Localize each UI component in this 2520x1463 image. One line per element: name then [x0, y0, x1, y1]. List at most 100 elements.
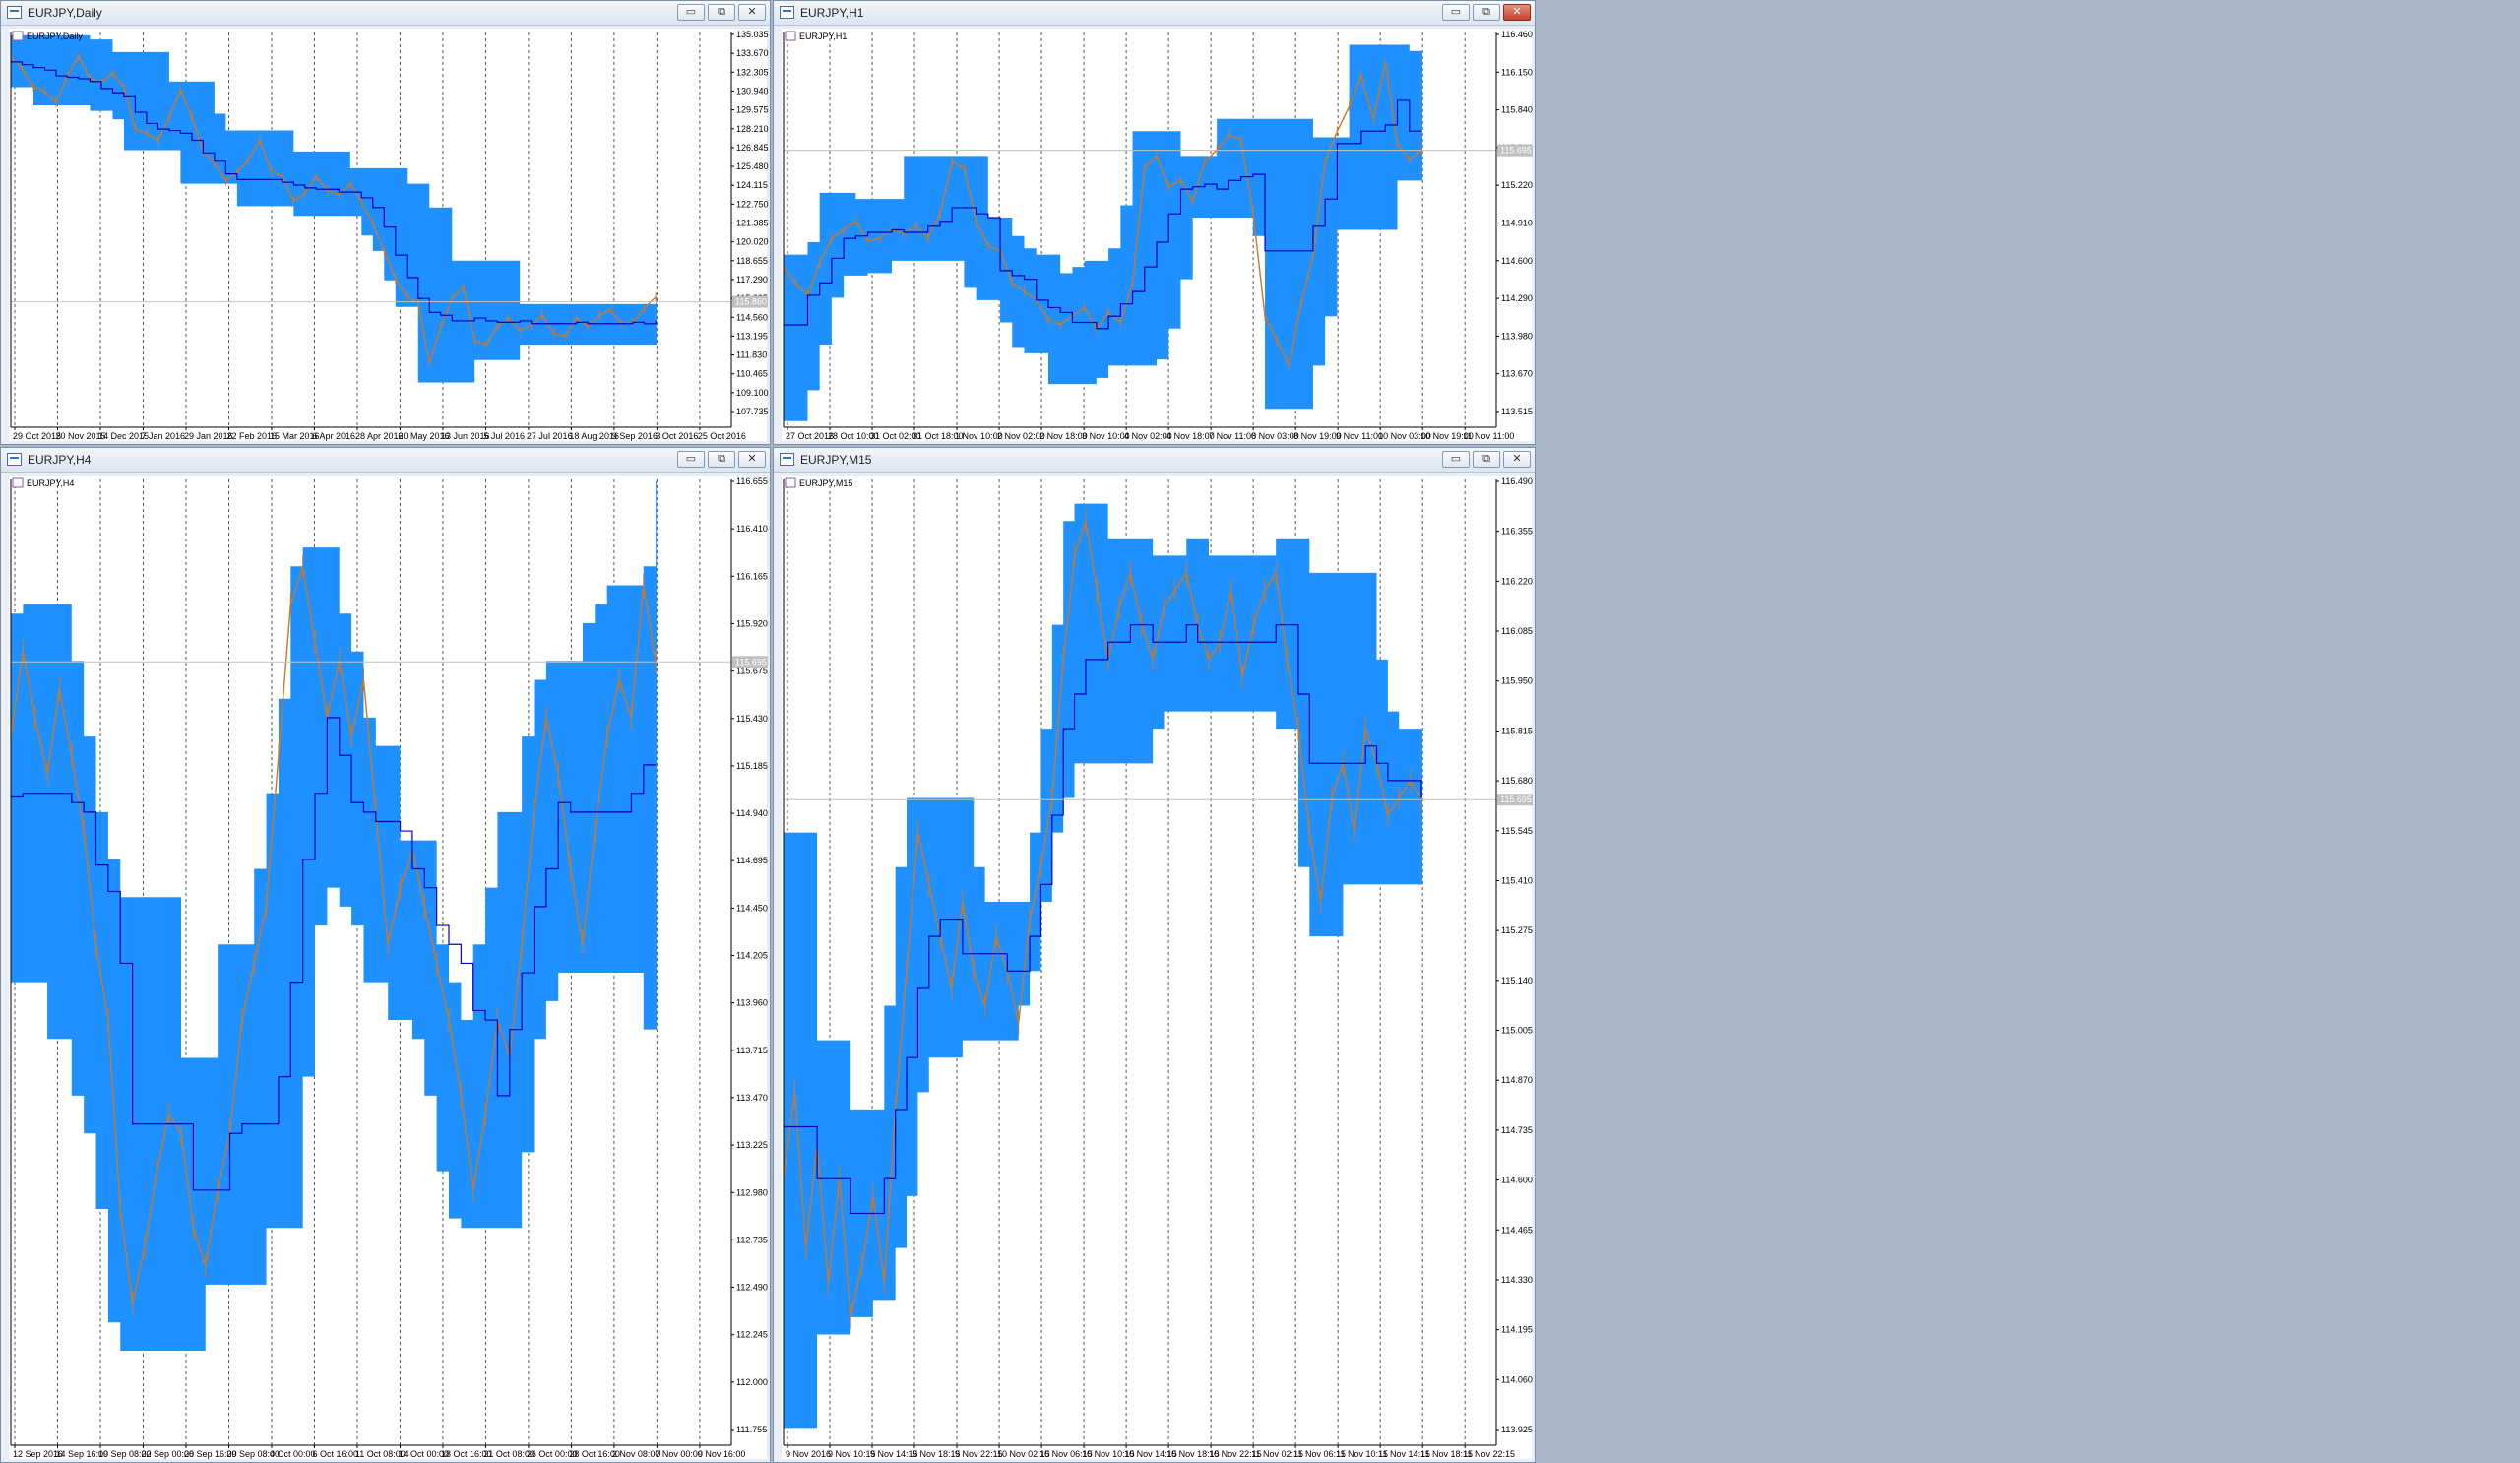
x-tick-label: 18 Oct 16:00	[441, 1449, 492, 1459]
x-tick-label: 10 Nov 06:15	[1040, 1449, 1093, 1459]
x-tick-label: 31 Oct 18:00	[913, 431, 964, 441]
x-tick-label: 21 Oct 08:00	[483, 1449, 535, 1459]
y-tick-label: 115.815	[1501, 726, 1533, 735]
close-button[interactable]: ✕	[1503, 451, 1531, 468]
minimize-button[interactable]: ▭	[677, 4, 705, 21]
window-titlebar[interactable]: EURJPY,M15 ▭ ⧉ ✕	[774, 448, 1535, 473]
chart-window-daily[interactable]: EURJPY,Daily ▭ ⧉ ✕ 135.035 133.670 132.305…	[0, 0, 771, 445]
x-tick-label: 14 Oct 00:00	[398, 1449, 449, 1459]
chart-symbol-label: EURJPY,H4	[27, 478, 74, 488]
chart-svg-h1[interactable]: 116.460116.150115.840115.530115.220114.9…	[782, 29, 1534, 443]
minimize-button[interactable]: ▭	[1442, 4, 1470, 21]
x-tick-label: 9 Nov 2016	[786, 1449, 831, 1459]
restore-button[interactable]: ⧉	[1473, 451, 1500, 468]
window-titlebar[interactable]: EURJPY,Daily ▭ ⧉ ✕	[1, 1, 770, 26]
chart-window-h1[interactable]: EURJPY,H1 ▭ ⧉ ✕ 116.460 116.150 115.840 115…	[773, 0, 1536, 445]
minimize-button[interactable]: ▭	[677, 451, 705, 468]
chart-plot-area[interactable]: 116.490 116.355 116.220 116.085 115.950 115.8…	[782, 476, 1534, 1461]
y-tick-label: 114.205	[736, 951, 768, 961]
chart-window-h4[interactable]: EURJPY,H4 ▭ ⧉ ✕ 116.655 116.410 116.165 115…	[0, 447, 771, 1463]
x-tick-label: 28 Oct 16:00	[569, 1449, 620, 1459]
chart-plot-area[interactable]: 135.035 133.670 132.305 130.940 129.575 128.2…	[9, 29, 769, 443]
y-tick-label: 111.755	[736, 1425, 767, 1434]
price-line	[783, 63, 1422, 368]
x-tick-label: 7 Jan 2016	[141, 431, 185, 441]
x-tick-label: 26 Oct 00:00	[527, 1449, 578, 1459]
x-tick-label: 28 Apr 2016	[355, 431, 404, 441]
y-tick-label: 107.735	[736, 407, 769, 416]
y-tick-label: 110.465	[736, 369, 768, 379]
y-tick-label: 117.290	[736, 275, 768, 285]
chart-plot-area[interactable]: 116.460116.150115.840115.530115.220114.9…	[782, 29, 1534, 443]
y-tick-label: 115.185	[736, 761, 768, 771]
close-button[interactable]: ✕	[738, 4, 766, 21]
channel-band	[784, 503, 1422, 1429]
window-title: EURJPY,Daily	[28, 6, 102, 20]
y-tick-label: 113.515	[1501, 407, 1533, 416]
x-tick-label: 29 Sep 08:00	[226, 1449, 280, 1459]
price-line	[783, 520, 1422, 1318]
y-tick-label: 112.490	[736, 1283, 768, 1293]
x-tick-label: 9 Nov 14:15	[870, 1449, 918, 1459]
chart-symbol-label: EURJPY,M15	[799, 478, 852, 488]
x-tick-label: 1 Nov 10:00	[955, 431, 1003, 441]
close-button[interactable]: ✕	[738, 451, 766, 468]
x-tick-label: 11 Nov 10:15	[1336, 1449, 1388, 1459]
y-tick-label: 114.600	[1501, 1176, 1533, 1185]
price-tag-label: 115.695	[1500, 146, 1532, 156]
x-tick-label: 10 Nov 19:00	[1420, 431, 1474, 441]
y-tick-label: 124.115	[736, 180, 768, 190]
chart-plot-area[interactable]: 116.655 116.410 116.165 115.920 115.675 115.4…	[9, 476, 769, 1461]
y-tick-label: 120.020	[736, 237, 769, 247]
x-tick-label: 25 Oct 2016	[698, 431, 746, 441]
y-tick-label: 113.715	[736, 1046, 768, 1055]
chart-window-icon	[780, 6, 794, 19]
x-tick-label: 9 Nov 22:15	[955, 1449, 1003, 1459]
y-tick-label: 116.410	[736, 524, 768, 534]
price-line	[10, 54, 657, 363]
y-tick-label: 113.670	[1501, 369, 1533, 379]
x-tick-label: 9 Nov 16:00	[698, 1449, 746, 1459]
restore-button[interactable]: ⧉	[1473, 4, 1500, 21]
x-tick-label: 2 Nov 02:00	[997, 431, 1045, 441]
chart-symbol-label: EURJPY,Daily	[27, 32, 83, 41]
chart-symbol-icon	[785, 477, 796, 488]
y-tick-label: 115.840	[1501, 105, 1533, 115]
restore-button[interactable]: ⧉	[708, 451, 735, 468]
x-tick-label: 7 Nov 11:00	[1209, 431, 1256, 441]
y-tick-label: 114.560	[736, 312, 768, 322]
y-tick-label: 116.165	[736, 571, 768, 581]
y-tick-label: 114.465	[1501, 1225, 1533, 1235]
x-tick-label: 6 Oct 16:00	[312, 1449, 358, 1459]
y-tick-label: 113.925	[1501, 1425, 1533, 1434]
minimize-button[interactable]: ▭	[1442, 451, 1470, 468]
x-tick-label: 13 Jun 2016	[441, 431, 490, 441]
x-tick-label: 29 Jan 2016	[184, 431, 233, 441]
chart-svg-daily[interactable]: 135.035 133.670 132.305 130.940 129.575 128.2…	[9, 29, 769, 443]
x-tick-label: 2 Nov 08:00	[612, 1449, 661, 1459]
chart-window-m15[interactable]: EURJPY,M15 ▭ ⧉ ✕ 116.490 116.355 116.220 11…	[773, 447, 1536, 1463]
y-tick-label: 113.195	[736, 331, 768, 341]
chart-symbol-icon	[12, 477, 24, 488]
y-tick-label: 126.845	[736, 143, 769, 153]
close-button[interactable]: ✕	[1503, 4, 1531, 21]
y-tick-label: 113.225	[736, 1140, 768, 1150]
x-tick-label: 27 Jul 2016	[527, 431, 573, 441]
channel-band	[784, 44, 1422, 421]
y-tick-label: 112.735	[736, 1235, 768, 1244]
y-tick-label: 116.355	[1501, 527, 1533, 537]
x-tick-label: 2 Nov 18:00	[1040, 431, 1088, 441]
x-tick-label: 11 Nov 18:15	[1420, 1449, 1473, 1459]
x-tick-label: 9 Sep 2016	[612, 431, 658, 441]
chart-svg-m15[interactable]: 116.490 116.355 116.220 116.085 115.950 115.8…	[782, 476, 1534, 1461]
window-titlebar[interactable]: EURJPY,H4 ▭ ⧉ ✕	[1, 448, 770, 473]
restore-button[interactable]: ⧉	[708, 4, 735, 21]
y-tick-label: 115.950	[1501, 676, 1533, 686]
price-tag-bg	[732, 656, 768, 668]
x-tick-label: 4 Oct 00:00	[270, 1449, 316, 1459]
window-titlebar[interactable]: EURJPY,H1 ▭ ⧉ ✕	[774, 1, 1535, 26]
chart-svg-h4[interactable]: 116.655 116.410 116.165 115.920 115.675 115.4…	[9, 476, 769, 1461]
y-tick-label: 116.085	[1501, 626, 1533, 636]
y-tick-label: 113.960	[736, 998, 768, 1008]
x-tick-label: 11 Nov 06:15	[1293, 1449, 1346, 1459]
